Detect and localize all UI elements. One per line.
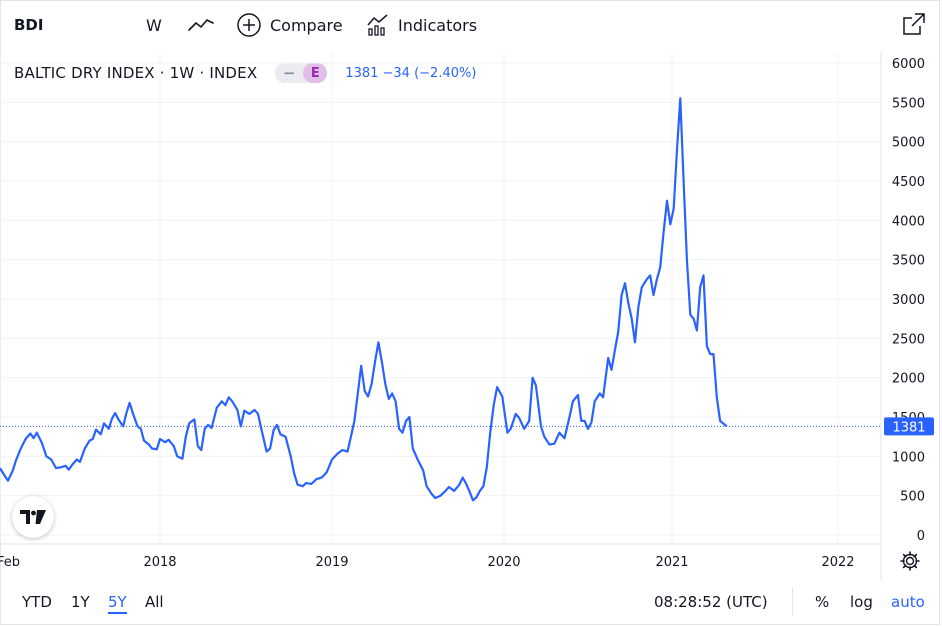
toolbar-divider bbox=[792, 588, 793, 616]
log-toggle[interactable]: log bbox=[850, 593, 873, 611]
interval-button[interactable]: W bbox=[146, 16, 162, 35]
quote-text: 1381 −34 (−2.40%) bbox=[345, 65, 477, 81]
range-5y[interactable]: 5Y bbox=[108, 593, 127, 614]
range-1y[interactable]: 1Y bbox=[71, 593, 90, 611]
percent-toggle[interactable]: % bbox=[815, 593, 830, 611]
exchange-badge: E bbox=[303, 63, 328, 83]
y-tick-label: 4500 bbox=[892, 175, 925, 190]
x-tick-label: Feb bbox=[0, 555, 20, 570]
x-tick-label: 2021 bbox=[655, 555, 688, 570]
popout-icon[interactable] bbox=[902, 12, 926, 36]
y-tick-label: 500 bbox=[900, 490, 925, 505]
y-tick-label: 5000 bbox=[892, 136, 925, 151]
x-tick-label: 2020 bbox=[487, 555, 520, 570]
price-label: 1381 bbox=[884, 417, 934, 436]
compare-label: Compare bbox=[270, 15, 343, 35]
y-tick-label: 2000 bbox=[892, 372, 925, 387]
y-tick-label: 3500 bbox=[892, 254, 925, 269]
y-tick-label: 4000 bbox=[892, 214, 925, 229]
price-label-box bbox=[884, 417, 934, 436]
range-all[interactable]: All bbox=[145, 593, 164, 611]
series-line bbox=[0, 97, 728, 502]
line-chart-icon[interactable] bbox=[186, 14, 216, 36]
x-tick-label: 2019 bbox=[315, 555, 348, 570]
exchange-pill[interactable]: − E bbox=[275, 63, 328, 83]
y-tick-label: 6000 bbox=[892, 57, 925, 72]
compare-button[interactable]: Compare bbox=[236, 12, 343, 38]
price-label-text: 1381 bbox=[892, 420, 925, 435]
gear-icon[interactable] bbox=[899, 550, 921, 572]
y-tick-label: 1000 bbox=[892, 450, 925, 465]
indicators-label: Indicators bbox=[398, 15, 478, 35]
range-ytd[interactable]: YTD bbox=[22, 593, 52, 611]
y-tick-label: 2500 bbox=[892, 332, 925, 347]
tradingview-logo-icon bbox=[20, 510, 46, 524]
auto-toggle[interactable]: auto bbox=[891, 593, 925, 611]
y-tick-label: 0 bbox=[917, 529, 925, 544]
x-tick-label: 2018 bbox=[143, 555, 176, 570]
utc-clock[interactable]: 08:28:52 (UTC) bbox=[654, 593, 768, 611]
symbol-search[interactable]: BDI bbox=[14, 16, 44, 34]
series-title: BALTIC DRY INDEX · 1W · INDEX bbox=[14, 64, 258, 82]
x-tick-label: 2022 bbox=[821, 555, 854, 570]
y-tick-label: 5500 bbox=[892, 96, 925, 111]
bottom-toolbar: YTD 1Y 5Y All 08:28:52 (UTC) % log auto bbox=[0, 582, 942, 622]
pill-dash: − bbox=[283, 64, 296, 82]
plus-circle-icon bbox=[237, 13, 261, 37]
y-tick-label: 3000 bbox=[892, 293, 925, 308]
indicators-icon bbox=[367, 14, 388, 36]
indicators-button[interactable]: Indicators bbox=[366, 12, 477, 38]
tradingview-logo[interactable] bbox=[12, 496, 54, 538]
series-legend: BALTIC DRY INDEX · 1W · INDEX − E 1381 −… bbox=[14, 62, 476, 84]
top-toolbar: BDI W Compare Indicators bbox=[0, 0, 942, 52]
